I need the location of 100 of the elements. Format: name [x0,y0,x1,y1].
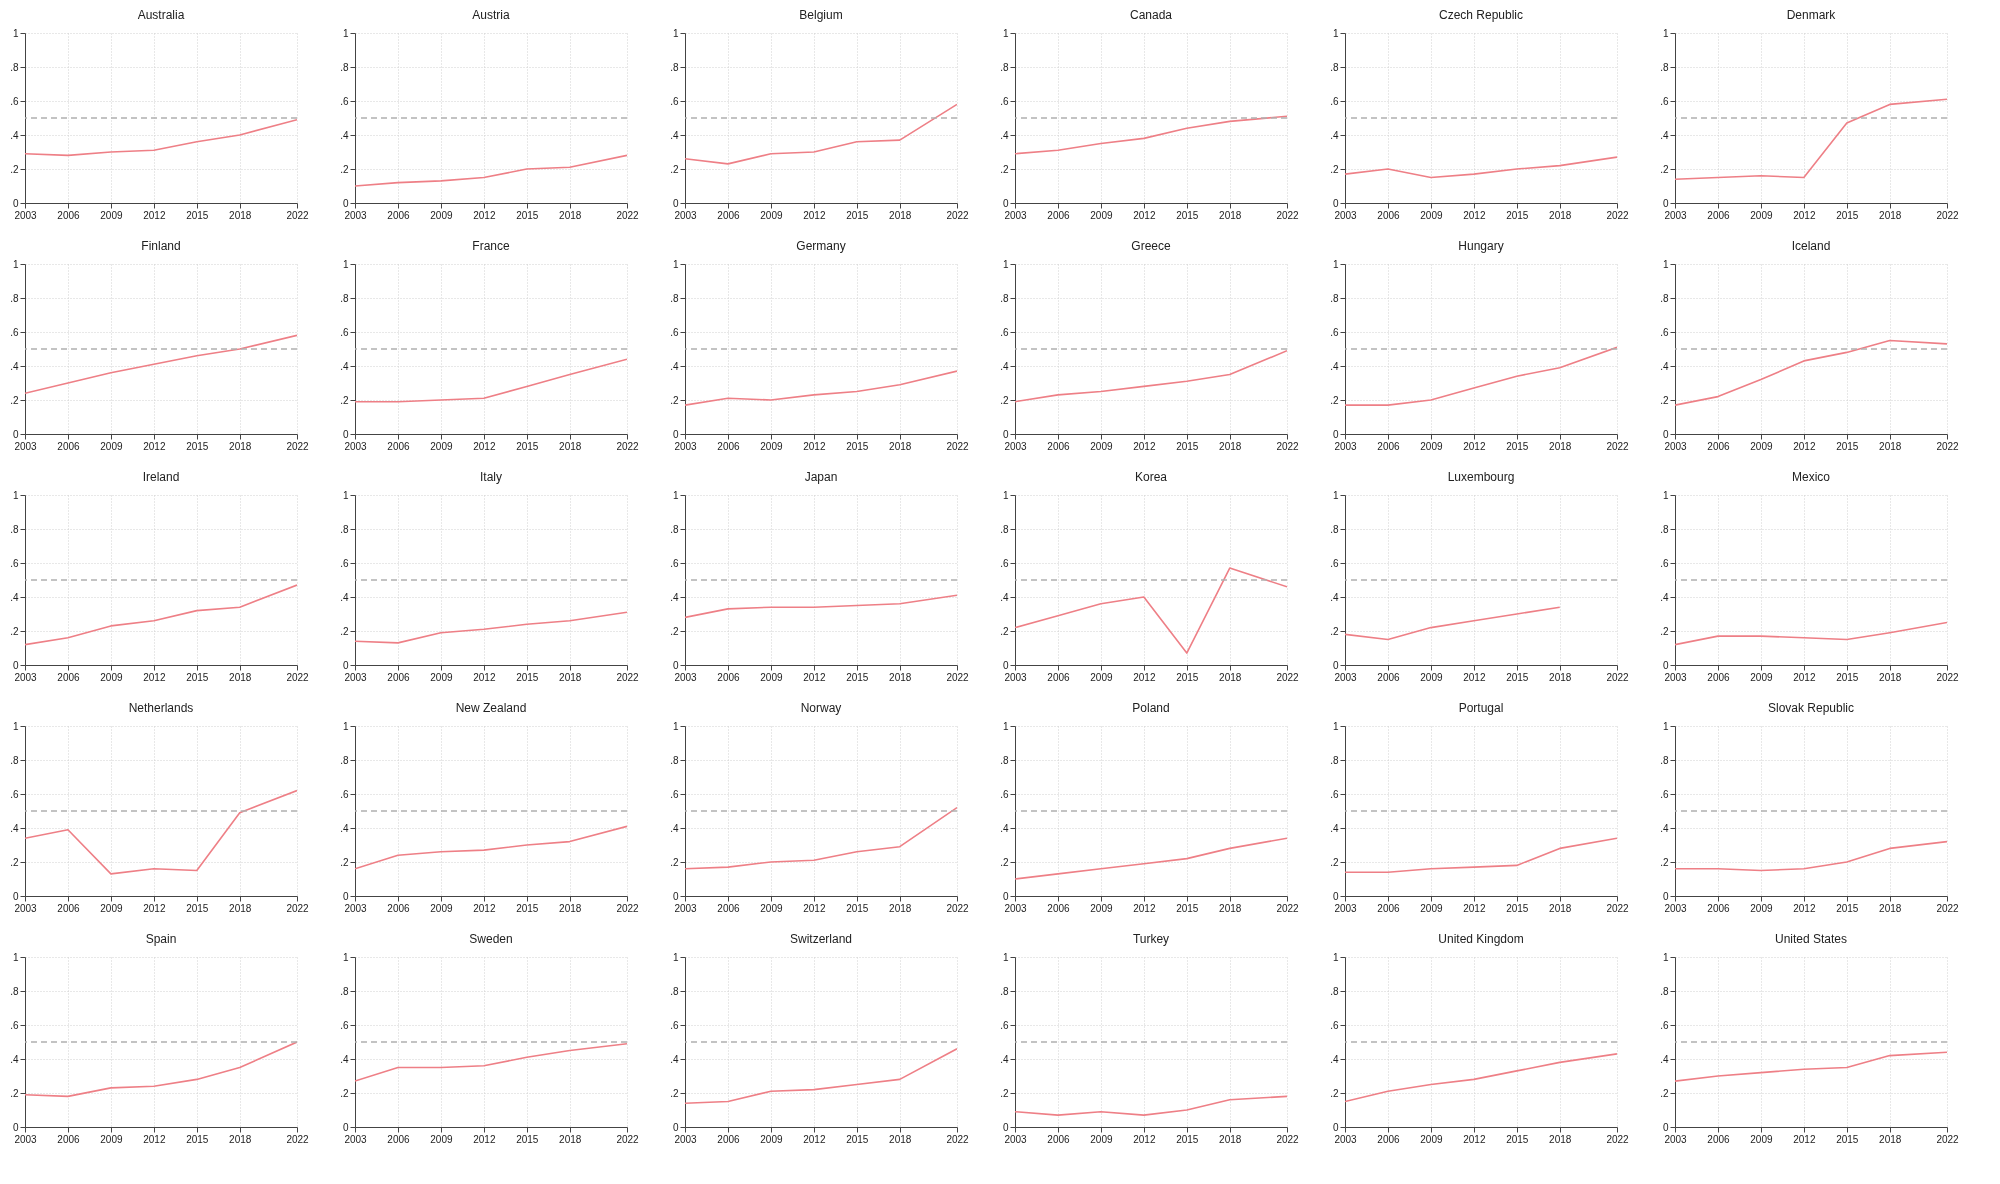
y-tick-label: .8 [1000,61,1009,73]
chart-title: Hungary [1458,239,1504,253]
y-tick-label: .4 [1330,1053,1339,1065]
x-tick-label: 2003 [344,1133,368,1145]
x-tick-label: 2015 [1836,209,1859,221]
x-tick-label: 2009 [1750,209,1773,221]
y-tick-label: .6 [10,95,19,107]
y-tick-label: .6 [1330,788,1339,800]
chart-title: New Zealand [455,701,527,715]
x-tick-label: 2012 [1793,671,1816,683]
x-tick-label: 2006 [387,440,411,452]
line-series [25,1041,297,1098]
y-tick-label: .2 [1000,856,1009,868]
x-tick-label: 2012 [803,209,826,221]
y-tick-label: 0 [1002,197,1009,209]
x-tick-label: 2012 [143,902,166,914]
x-tick-label: 2015 [1176,440,1199,452]
y-tick-label: .6 [10,557,19,569]
x-tick-label: 2003 [344,209,368,221]
x-tick-label: 2006 [1377,902,1401,914]
x-tick-label: 2003 [1664,1133,1688,1145]
x-tick-label: 2022 [946,1133,970,1145]
y-tick-label: .4 [10,1053,19,1065]
x-tick-label: 2018 [559,440,582,452]
x-tick-label: 2003 [14,902,38,914]
chart-title: Spain [145,932,177,946]
chart-title: Greece [1131,239,1171,253]
y-tick-label: .4 [1000,129,1009,141]
y-tick-label: .2 [670,163,679,175]
y-tick-label: .2 [670,856,679,868]
y-tick-label: .4 [340,129,349,141]
x-tick-label: 2022 [616,671,640,683]
y-tick-label: .4 [340,822,349,834]
x-tick-label: 2003 [674,671,698,683]
line-series [25,334,297,394]
x-tick-label: 2009 [1090,902,1113,914]
x-tick-label: 2009 [100,902,123,914]
x-tick-label: 2009 [430,1133,453,1145]
y-tick-label: .8 [1660,523,1669,535]
x-tick-label: 2006 [1707,671,1731,683]
y-tick-label: .2 [1660,625,1669,637]
x-tick-label: 2009 [1750,440,1773,452]
y-tick-label: .2 [670,625,679,637]
y-tick-label: 0 [12,890,19,902]
y-tick-label: 0 [672,659,679,671]
chart-title: Switzerland [789,932,853,946]
x-tick-label: 2009 [430,671,453,683]
y-tick-label: .4 [340,1053,349,1065]
y-tick-label: .8 [1000,754,1009,766]
chart-title: Ireland [142,470,180,484]
y-tick-label: 0 [1002,1121,1009,1133]
y-tick-label: 1 [1662,720,1669,732]
y-tick-label: .2 [1000,1087,1009,1099]
chart-title: Netherlands [128,701,194,715]
x-tick-label: 2006 [387,1133,411,1145]
x-tick-label: 2003 [1334,1133,1358,1145]
x-tick-label: 2009 [1090,1133,1113,1145]
y-tick-label: .4 [340,591,349,603]
x-tick-label: 2015 [516,440,539,452]
x-tick-label: 2022 [946,440,970,452]
x-tick-label: 2006 [717,440,741,452]
x-tick-label: 2012 [1793,902,1816,914]
line-series [1015,837,1287,880]
y-tick-label: 0 [672,197,679,209]
chart-title: Czech Republic [1438,8,1524,22]
chart-title: Mexico [1791,470,1831,484]
chart-title: Germany [796,239,846,253]
line-series [685,594,957,619]
y-tick-label: 0 [342,197,349,209]
x-tick-label: 2018 [229,671,252,683]
y-tick-label: .6 [340,1019,349,1031]
y-tick-label: .6 [670,788,679,800]
y-tick-label: 0 [342,659,349,671]
chart-title: United States [1774,932,1848,946]
y-tick-label: .2 [670,1087,679,1099]
y-tick-label: .8 [670,985,679,997]
y-tick-label: .2 [1000,394,1009,406]
y-tick-label: .6 [1660,326,1669,338]
line-series [685,370,957,406]
y-tick-label: .2 [10,625,19,637]
x-tick-label: 2022 [1276,902,1300,914]
y-tick-label: .4 [10,360,19,372]
y-tick-label: .6 [1000,788,1009,800]
y-tick-label: 1 [1002,720,1009,732]
y-tick-label: .8 [10,985,19,997]
x-tick-label: 2003 [344,671,368,683]
y-tick-label: .8 [1660,292,1669,304]
x-tick-label: 2022 [616,209,640,221]
x-tick-label: 2018 [1219,1133,1242,1145]
y-tick-label: .2 [10,163,19,175]
x-tick-label: 2006 [1047,902,1071,914]
line-series [1675,840,1947,872]
y-tick-label: .6 [10,788,19,800]
y-tick-label: 0 [1332,659,1339,671]
x-tick-label: 2003 [1664,671,1688,683]
y-tick-label: 1 [1662,951,1669,963]
y-tick-label: 0 [672,428,679,440]
y-tick-label: 0 [1332,428,1339,440]
x-tick-label: 2006 [1377,1133,1401,1145]
x-tick-label: 2003 [14,671,38,683]
